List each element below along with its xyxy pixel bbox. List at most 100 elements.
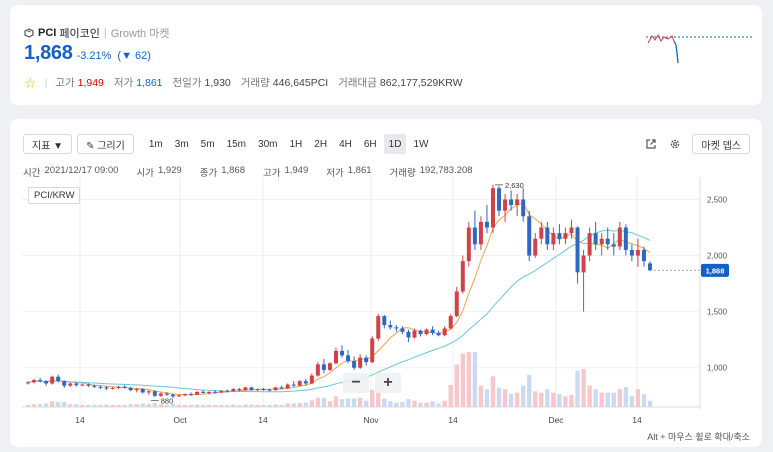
volume-bar	[182, 405, 188, 407]
volume-bar	[430, 401, 435, 407]
indicator-button[interactable]: 지표 ▼	[23, 134, 73, 154]
volume-bar	[508, 394, 514, 407]
candle-body	[104, 387, 109, 389]
candle-body	[74, 383, 79, 386]
volume-bar	[194, 404, 200, 407]
chart-tools-right: 마켓 뎁스	[644, 134, 750, 154]
timeframe-30m[interactable]: 30m	[258, 138, 278, 150]
timeframe-4h[interactable]: 4H	[339, 138, 352, 150]
current-price-badge	[701, 263, 729, 277]
volume-bar	[243, 404, 248, 407]
candle-body	[249, 387, 254, 391]
volume-bar	[466, 352, 472, 407]
volume-bar	[273, 404, 278, 407]
volume-bar	[533, 391, 538, 407]
draw-button[interactable]: ✎ 그리기	[77, 134, 134, 154]
candle-body	[569, 227, 574, 234]
candle-body	[460, 261, 465, 292]
timeframe-1d[interactable]: 1D	[383, 134, 407, 154]
candle-body	[140, 389, 145, 393]
candle-body	[80, 384, 85, 386]
chart-card: 2,500 2,000 1,500 1,000 14 Oct 14 Nov 14 Dec 14 2,6…	[10, 119, 762, 447]
volume-bar	[388, 401, 393, 407]
candle-body	[358, 357, 363, 368]
candle-body	[26, 382, 30, 384]
candlestick-chart[interactable]: 2,500 2,000 1,500 1,000 14 Oct 14 Nov 14 Dec 14 2,6…	[10, 119, 762, 447]
volume-bar	[303, 402, 308, 407]
candle-body	[189, 394, 194, 396]
volume-bar	[623, 387, 629, 407]
info-row: ☆ | 고가 1,949 저가 1,861 전일가 1,930 거래량 446,…	[24, 75, 473, 90]
candle-body	[62, 381, 67, 386]
ma-long-line	[27, 229, 651, 393]
candle-body	[32, 380, 37, 383]
candle-body	[436, 332, 441, 336]
timeframe-2h[interactable]: 2H	[314, 138, 328, 150]
settings-gear-icon[interactable]	[668, 137, 682, 151]
candle-body	[515, 199, 520, 206]
zoom-out-button[interactable]: −	[343, 373, 369, 393]
candle-body	[364, 357, 369, 363]
candle-body	[327, 363, 332, 370]
volume-bar	[291, 403, 296, 407]
title-separator: |	[103, 27, 107, 39]
timeframe-5m[interactable]: 5m	[200, 138, 215, 150]
coin-icon	[24, 28, 34, 38]
candle-body	[599, 238, 604, 245]
title-row: PCI 페이코인 | Growth 마켓	[24, 25, 169, 41]
candle-body	[273, 387, 278, 391]
candle-body	[448, 316, 453, 329]
price-row: 1,868 -3.21% (▼ 62)	[24, 42, 151, 65]
candle-body	[56, 376, 61, 382]
timeframe-15m[interactable]: 15m	[226, 138, 247, 150]
volume-bar	[539, 392, 544, 407]
candle-body	[472, 227, 477, 245]
ohlc-low-label: 저가	[326, 168, 344, 179]
volume-bar	[188, 404, 194, 407]
volume-bar	[164, 404, 170, 407]
coin-name: 페이코인	[59, 28, 100, 40]
candle-body	[146, 391, 151, 393]
candle-body	[412, 330, 417, 338]
candle-body	[340, 350, 345, 356]
volume-bar	[635, 389, 641, 407]
ma-short-line	[27, 202, 651, 396]
favorite-star-icon[interactable]: ☆	[24, 74, 37, 91]
popout-icon[interactable]	[644, 137, 658, 151]
info-separator: |	[44, 76, 48, 89]
turnover-label: 거래대금	[338, 77, 377, 89]
volume-bar	[363, 400, 369, 407]
candle-body	[454, 291, 459, 317]
candle-body	[581, 255, 586, 273]
candle-body	[183, 394, 188, 396]
candle-body	[430, 329, 435, 333]
candle-body	[86, 384, 91, 386]
y-tick-label: 1,500	[707, 308, 728, 317]
market-depth-button[interactable]: 마켓 뎁스	[692, 134, 750, 154]
timeframe-1w[interactable]: 1W	[413, 138, 429, 150]
volume-bar	[327, 401, 333, 407]
volume-bar	[62, 402, 67, 407]
ohlc-high-label: 고가	[262, 168, 281, 179]
zoom-hint: Alt + 마우스 휠로 확대/축소	[647, 432, 750, 442]
y-tick-label: 1,000	[707, 364, 728, 373]
candle-body	[593, 233, 598, 245]
ohlc-readout: 시간 2021/12/17 09:00 시가 1,929 종가 1,868 고가…	[23, 165, 477, 179]
timeframe-1m[interactable]: 1m	[148, 138, 163, 150]
timeframe-3m[interactable]: 3m	[174, 138, 189, 150]
candle-body	[352, 361, 357, 368]
timeframe-1h[interactable]: 1H	[289, 138, 303, 150]
volume-bar	[502, 389, 508, 407]
volume-bar	[460, 353, 465, 407]
x-tick-label: Nov	[363, 415, 379, 425]
timeframe-6h[interactable]: 6H	[363, 138, 377, 150]
volume-bar	[261, 405, 266, 407]
zoom-in-button[interactable]: +	[375, 373, 401, 393]
volume-bar	[285, 403, 290, 407]
volume-bar	[146, 404, 151, 407]
volume-bar	[575, 370, 580, 407]
volume-bar	[557, 394, 562, 407]
volume-bar	[176, 405, 182, 407]
volume-value: 446,645PCI	[272, 76, 329, 89]
y-tick-label: 2,500	[707, 195, 728, 204]
